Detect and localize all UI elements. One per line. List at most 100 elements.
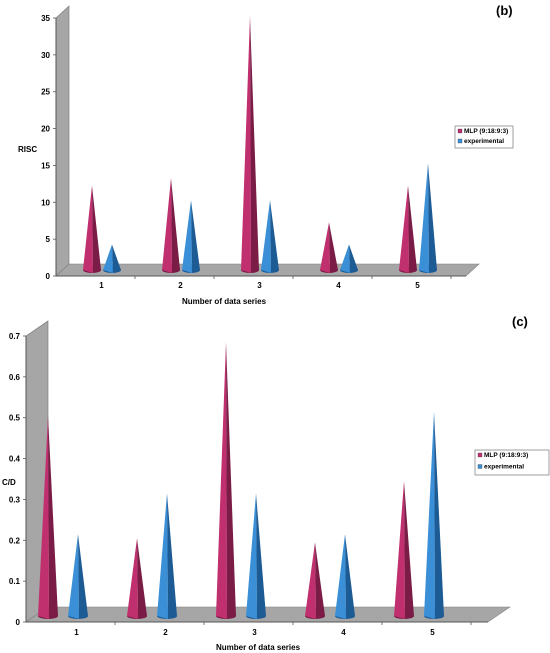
chart-c-bar-face-right bbox=[434, 411, 444, 619]
chart-c-bar-face-right bbox=[226, 342, 236, 619]
chart-c-y-tick-label: 0.6 bbox=[9, 373, 21, 382]
chart-c-y-tick-label: 0.7 bbox=[9, 332, 21, 341]
chart-c-bar-face-left bbox=[394, 481, 405, 619]
chart-b-y-tick-label: 5 bbox=[46, 235, 51, 244]
chart-b-bar-face-right bbox=[329, 222, 338, 273]
chart-b-y-tick-label: 15 bbox=[41, 161, 50, 170]
chart-c-panel-label: (c) bbox=[512, 314, 528, 329]
chart-b-bar bbox=[182, 200, 200, 273]
chart-b-bar-face-right bbox=[92, 185, 101, 273]
chart-c-bar-face-left bbox=[38, 415, 49, 619]
chart-b-bar bbox=[103, 244, 121, 273]
chart-b-y-tick-label: 0 bbox=[46, 272, 51, 281]
chart-b-x-tick-label: 4 bbox=[336, 281, 341, 290]
chart-b-bar-face-right bbox=[171, 178, 180, 273]
chart-c-y-tick-label: 0.5 bbox=[9, 414, 21, 423]
chart-c-bar-face-left bbox=[246, 493, 257, 619]
chart-c-bar-face-right bbox=[256, 493, 266, 619]
chart-b-wall bbox=[55, 5, 70, 277]
chart-b-bar-face-left bbox=[261, 200, 271, 273]
chart-c-y-tick-label: 0.1 bbox=[9, 577, 21, 586]
chart-c-bar-face-left bbox=[305, 542, 316, 619]
chart-b-bar bbox=[83, 185, 101, 273]
chart-c-bar-face-left bbox=[424, 411, 435, 619]
chart-b-bar bbox=[340, 244, 358, 273]
chart-c-y-tick-label: 0.2 bbox=[9, 536, 21, 545]
chart-c-x-tick-label: 1 bbox=[74, 628, 79, 637]
chart-c-bar-face-right bbox=[48, 415, 58, 619]
chart-c-bar-face-left bbox=[335, 534, 346, 619]
chart-b-bar-face-left bbox=[103, 244, 113, 273]
chart-c-y-tick-label: 0.4 bbox=[9, 455, 21, 464]
chart-c-x-tick-label: 3 bbox=[252, 628, 257, 637]
chart-c-legend: MLP (9:18:9:3) experimental bbox=[474, 449, 550, 476]
chart-c-bar-face-left bbox=[127, 538, 138, 619]
chart-c-legend-box bbox=[474, 449, 550, 476]
chart-c-bar bbox=[127, 538, 147, 619]
chart-b-y-tick-label: 20 bbox=[41, 125, 50, 134]
chart-c-bar bbox=[157, 493, 177, 619]
chart-b-bar bbox=[399, 185, 417, 273]
chart-c-bar bbox=[246, 493, 266, 619]
chart-b-bar-face-left bbox=[399, 185, 409, 273]
chart-c-x-tick-label: 4 bbox=[341, 628, 346, 637]
chart-b-legend: MLP (9:18:9:3) experimental bbox=[454, 125, 514, 149]
chart-c-x-tick-label: 5 bbox=[430, 628, 435, 637]
chart-c-bar-face-left bbox=[157, 493, 168, 619]
chart-c-bar bbox=[216, 342, 236, 619]
chart-b-y-tick-label: 10 bbox=[41, 198, 50, 207]
chart-b-legend-box bbox=[454, 125, 514, 149]
chart-c-x-tick-label: 2 bbox=[163, 628, 168, 637]
chart-b-bar bbox=[419, 163, 437, 273]
chart-c-y-axis-title: C/D bbox=[2, 478, 16, 487]
chart-c-bar-face-left bbox=[216, 342, 227, 619]
chart-c-bar-face-left bbox=[68, 534, 79, 619]
chart-b-y-axis-title: RISC bbox=[18, 145, 37, 154]
chart-c-plot-area: 0 0.1 0.2 0.3 0.4 0.5 0.6 0.7 1 2 3 4 5 bbox=[9, 320, 511, 637]
chart-b-bar-face-right bbox=[428, 163, 437, 273]
chart-c-bar-face-right bbox=[78, 534, 88, 619]
chart-b-y-tick-label: 30 bbox=[41, 51, 50, 60]
chart-b-x-tick-label: 3 bbox=[257, 281, 262, 290]
chart-b-panel-label: (b) bbox=[496, 3, 513, 18]
chart-b-bar-face-left bbox=[320, 222, 330, 273]
chart-b-legend-swatch bbox=[457, 138, 463, 144]
chart-c-legend-label: MLP (9:18:9:3) bbox=[484, 452, 528, 459]
chart-b-legend-swatch bbox=[457, 128, 463, 134]
chart-b-bar bbox=[320, 222, 338, 273]
chart-c-bar-face-right bbox=[315, 542, 325, 619]
chart-c-legend-swatch bbox=[477, 464, 483, 469]
chart-b-bar bbox=[241, 16, 259, 273]
chart-b-bar-face-right bbox=[349, 244, 358, 273]
chart-b-bar-face-right bbox=[250, 16, 259, 273]
chart-c-bar bbox=[38, 415, 58, 619]
chart-b-bar-face-right bbox=[408, 185, 417, 273]
chart-b-y-tick-label: 25 bbox=[41, 88, 50, 97]
chart-b-bar-face-left bbox=[340, 244, 350, 273]
chart-c: (c) C/D Number of data series 0 0.1 0.2 0.3… bbox=[2, 314, 550, 652]
chart-b-x-tick-label: 2 bbox=[178, 281, 183, 290]
chart-b-bar-face-right bbox=[112, 244, 121, 273]
chart-c-bar-face-right bbox=[137, 538, 147, 619]
chart-b-bar-face-left bbox=[162, 178, 172, 273]
chart-c-bar bbox=[424, 411, 444, 619]
chart-c-bar bbox=[394, 481, 414, 619]
chart-c-bar-face-right bbox=[167, 493, 177, 619]
chart-b-bar bbox=[261, 200, 279, 273]
chart-c-legend-label: experimental bbox=[484, 464, 524, 471]
chart-b-bar-face-left bbox=[241, 16, 251, 273]
chart-b-bar-face-left bbox=[182, 200, 192, 273]
chart-b-x-tick-label: 1 bbox=[99, 281, 104, 290]
chart-b-bar-face-right bbox=[270, 200, 279, 273]
chart-c-x-axis-title: Number of data series bbox=[216, 643, 301, 652]
chart-b-plot-area: 0 5 10 15 20 25 30 35 1 2 3 4 5 bbox=[41, 5, 480, 290]
chart-b-legend-label: experimental bbox=[464, 138, 504, 145]
chart-c-bar bbox=[68, 534, 88, 619]
chart-b-bar-face-right bbox=[191, 200, 200, 273]
chart-b-x-tick-label: 5 bbox=[415, 281, 420, 290]
chart-b-bar-face-left bbox=[83, 185, 93, 273]
chart-b-legend-label: MLP (9:18:9:3) bbox=[464, 128, 508, 135]
chart-c-bar-face-right bbox=[345, 534, 355, 619]
chart-b-bar-face-left bbox=[419, 163, 429, 273]
